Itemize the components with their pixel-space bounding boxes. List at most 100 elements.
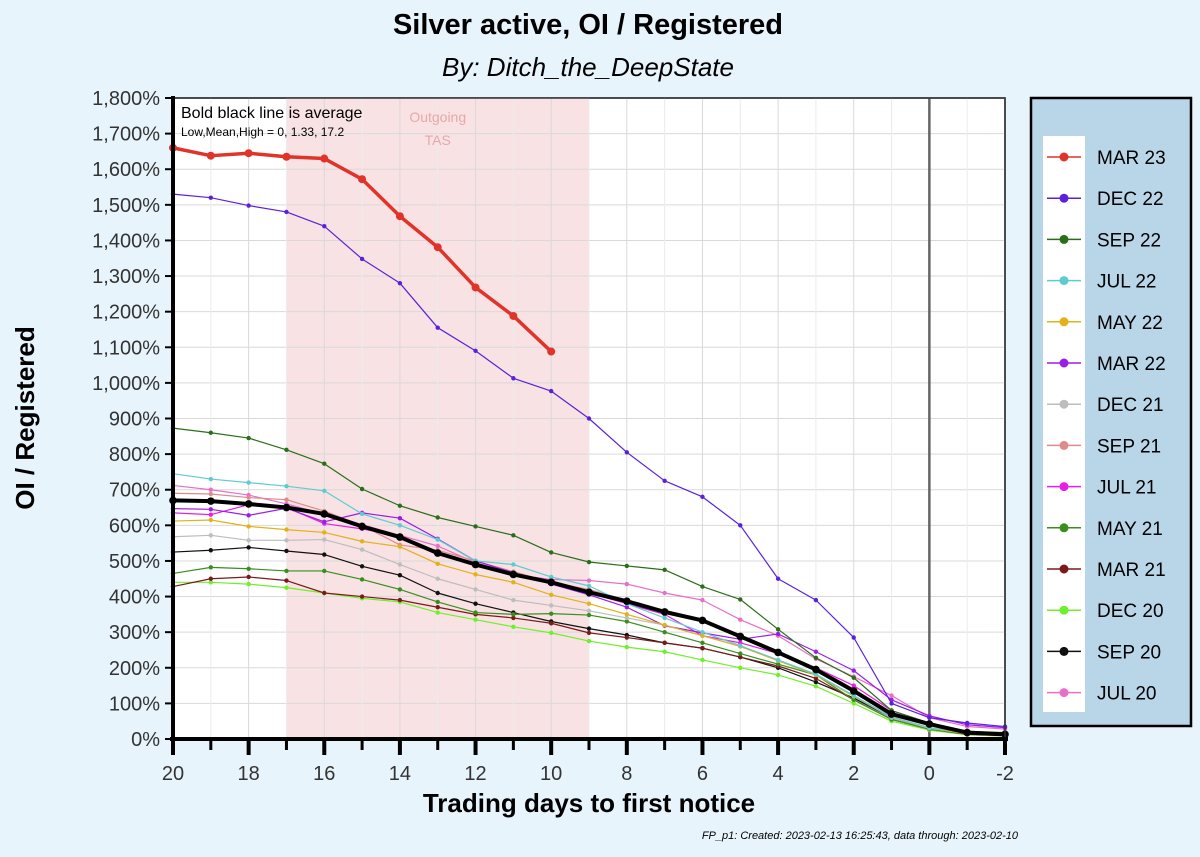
x-tick-label: 18 — [238, 763, 260, 785]
legend-swatch-point — [1059, 564, 1069, 574]
annotation-line2: Low,Mean,High = 0, 1.33, 17.2 — [181, 125, 344, 139]
data-point-dec-20 — [738, 665, 743, 670]
legend-swatch-point — [1059, 523, 1069, 533]
data-point-may-21 — [738, 651, 743, 656]
shaded-region-label-line2: TAS — [425, 132, 451, 148]
data-point-mar-21 — [738, 654, 743, 660]
data-point-dec-22 — [738, 523, 743, 528]
data-point-mar-23 — [509, 311, 518, 320]
data-point-dec-22 — [511, 376, 516, 381]
data-point-jul-21 — [851, 683, 856, 688]
data-point-dec-22 — [700, 494, 705, 500]
data-point-dec-22 — [359, 256, 365, 262]
data-point-sep-20 — [246, 545, 251, 550]
data-point-dec-22 — [208, 195, 214, 200]
data-point-may-21 — [775, 662, 781, 667]
legend-item-mar-21: MAR 21 — [1047, 560, 1166, 581]
shaded-region-label-line1: Outgoing — [409, 109, 466, 125]
legend-swatch-point — [1059, 317, 1069, 327]
average-point — [433, 549, 442, 557]
data-point-jul-22 — [246, 480, 251, 485]
legend-swatch-point — [1059, 482, 1069, 492]
data-point-mar-22 — [322, 519, 327, 524]
legend-swatch-point — [1059, 358, 1069, 368]
data-point-may-21 — [586, 612, 592, 618]
data-point-mar-22 — [624, 605, 630, 610]
average-line-group — [169, 496, 1009, 739]
data-point-sep-20 — [322, 552, 327, 557]
data-point-may-22 — [359, 539, 365, 544]
data-point-dec-20 — [775, 672, 781, 678]
average-point — [698, 616, 707, 625]
data-point-sep-22 — [322, 461, 327, 466]
data-point-jul-21 — [208, 512, 214, 517]
data-point-jul-20 — [586, 578, 592, 583]
legend-item-sep-22: SEP 22 — [1047, 230, 1161, 251]
x-tick-label: 0 — [924, 763, 935, 785]
data-point-may-21 — [246, 566, 251, 571]
data-point-may-21 — [624, 619, 630, 624]
data-point-sep-20 — [586, 626, 592, 631]
x-axis-label: Trading days to first notice — [423, 788, 755, 818]
average-point — [320, 510, 329, 518]
y-tick-labels: 0% 100% 200% 300% 400% 500% 600% 700% 800% 900% 1,… — [92, 88, 173, 751]
data-point-dec-21 — [548, 603, 554, 608]
legend-label: MAR 22 — [1097, 354, 1166, 375]
data-point-dec-22 — [889, 701, 894, 706]
legend-label: DEC 21 — [1097, 395, 1164, 416]
legend-item-mar-22: MAR 22 — [1047, 354, 1166, 375]
data-point-sep-22 — [284, 447, 289, 453]
data-point-jul-22 — [511, 562, 516, 567]
data-point-dec-21 — [586, 608, 592, 613]
y-tick-label: 800% — [109, 444, 160, 466]
data-point-sep-21 — [208, 491, 214, 497]
data-point-may-22 — [397, 544, 403, 549]
chart-subtitle: By: Ditch_the_DeepState — [442, 52, 734, 82]
data-point-dec-22 — [851, 635, 856, 640]
data-point-dec-22 — [586, 416, 592, 421]
series-mar-23 — [169, 143, 556, 356]
legend-item-may-22: MAY 22 — [1047, 313, 1163, 334]
data-point-sep-22 — [359, 486, 365, 492]
data-point-dec-20 — [208, 580, 214, 585]
legend-key-panel — [1043, 136, 1085, 712]
data-point-may-21 — [473, 610, 478, 615]
data-point-may-21 — [851, 697, 856, 703]
average-point — [660, 608, 669, 616]
data-point-mar-21 — [548, 621, 554, 626]
data-point-may-21 — [322, 568, 327, 574]
data-point-jul-22 — [548, 574, 554, 580]
legend-swatch-point — [1059, 646, 1069, 656]
data-point-sep-22 — [662, 567, 667, 573]
data-point-mar-21 — [435, 605, 440, 610]
data-point-sep-22 — [813, 655, 819, 661]
data-point-sep-22 — [548, 550, 554, 555]
data-point-sep-22 — [473, 524, 478, 529]
legend-label: MAR 23 — [1097, 148, 1166, 169]
data-point-mar-23 — [244, 149, 253, 158]
x-tick-label: 8 — [621, 763, 632, 785]
data-point-dec-22 — [927, 715, 932, 720]
y-tick-label: 700% — [109, 480, 160, 502]
data-point-dec-20 — [284, 585, 289, 590]
data-point-mar-21 — [208, 576, 214, 581]
data-point-may-22 — [322, 530, 327, 535]
y-tick-label: 1,800% — [92, 88, 160, 110]
data-point-mar-22 — [246, 513, 251, 518]
legend-label: JUL 22 — [1097, 272, 1157, 293]
data-point-dec-22 — [964, 720, 970, 726]
legend-label: DEC 22 — [1097, 189, 1164, 210]
data-point-dec-21 — [511, 597, 516, 603]
legend-label: JUL 20 — [1097, 684, 1157, 705]
legend-item-jul-21: JUL 21 — [1047, 478, 1157, 499]
legend-label: MAR 21 — [1097, 560, 1166, 581]
data-point-dec-21 — [284, 538, 289, 543]
y-tick-label: 100% — [109, 693, 160, 715]
data-point-mar-21 — [700, 645, 705, 651]
data-point-mar-23 — [471, 283, 480, 292]
average-point — [963, 728, 971, 737]
data-point-may-21 — [548, 611, 554, 616]
x-tick-label: 10 — [540, 763, 562, 785]
data-point-may-22 — [284, 527, 289, 532]
data-point-jul-22 — [359, 511, 365, 517]
